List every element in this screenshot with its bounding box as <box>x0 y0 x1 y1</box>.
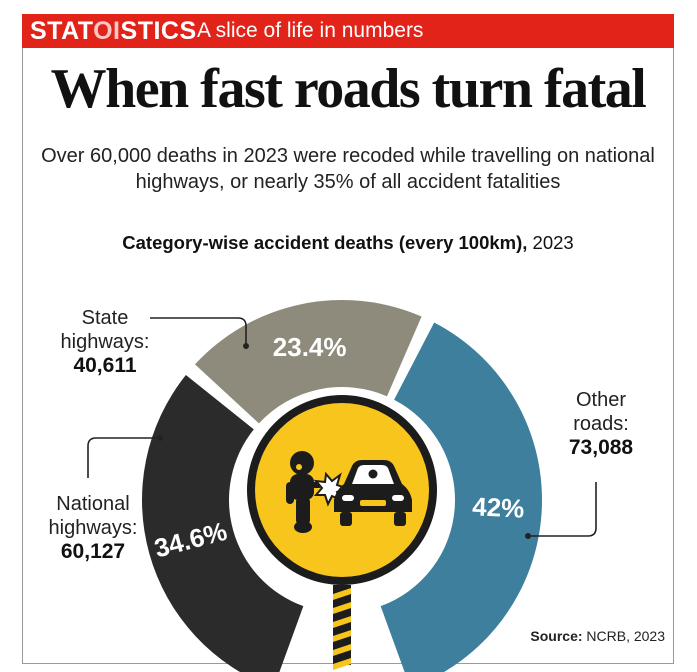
source-note: Source: NCRB, 2023 <box>530 628 665 644</box>
pole-stripe <box>333 616 351 628</box>
label-state-line1: State <box>81 307 129 329</box>
arc-national-highways <box>142 374 304 672</box>
leader-lines <box>87 317 597 539</box>
pole-stripe <box>333 658 351 670</box>
brand-logo: STATOISTICS <box>30 17 197 45</box>
label-other-line1: Other <box>575 389 627 411</box>
value-national-highways: 60,127 <box>60 540 126 563</box>
label-other-line2: roads: <box>573 413 629 435</box>
headline: When fast roads turn fatal <box>50 58 647 120</box>
percent-label-other-roads: 42% <box>472 491 525 523</box>
label-state-line2: highways: <box>60 331 150 353</box>
donut-arcs <box>142 299 542 672</box>
label-state-highways: State highways: 40,611 <box>40 306 170 378</box>
sign-pole-icon <box>333 585 351 670</box>
motorcyclist-icon <box>286 451 322 533</box>
subtitle: Over 60,000 deaths in 2023 were recoded … <box>41 145 655 193</box>
label-national-line2: highways: <box>48 517 138 539</box>
pole-stripe <box>333 588 351 600</box>
header-banner <box>22 14 674 48</box>
leader-dot <box>157 435 163 441</box>
value-state-highways: 40,611 <box>73 354 137 377</box>
pole-stripe <box>333 630 351 642</box>
value-other-roads: 73,088 <box>568 436 634 459</box>
arc-state-highways <box>194 299 422 424</box>
percent-label-state-highways: 23.4% <box>273 332 347 362</box>
chart-title: Category-wise accident deaths (every 100… <box>122 232 574 253</box>
arc-other-roads <box>380 322 542 672</box>
label-national-line1: National <box>56 493 130 515</box>
leader-dot <box>243 343 249 349</box>
leader-other <box>528 482 597 537</box>
leader-dot <box>525 533 531 539</box>
leader-national <box>87 437 160 478</box>
leader-state <box>150 317 247 346</box>
car-icon <box>334 460 412 526</box>
tagline: A slice of life in numbers <box>197 19 424 42</box>
label-other-roads: Other roads: 73,088 <box>546 388 656 460</box>
pole-stripe <box>333 644 351 656</box>
pole-stripe <box>333 602 351 614</box>
label-national-highways: National highways: 60,127 <box>28 492 158 564</box>
